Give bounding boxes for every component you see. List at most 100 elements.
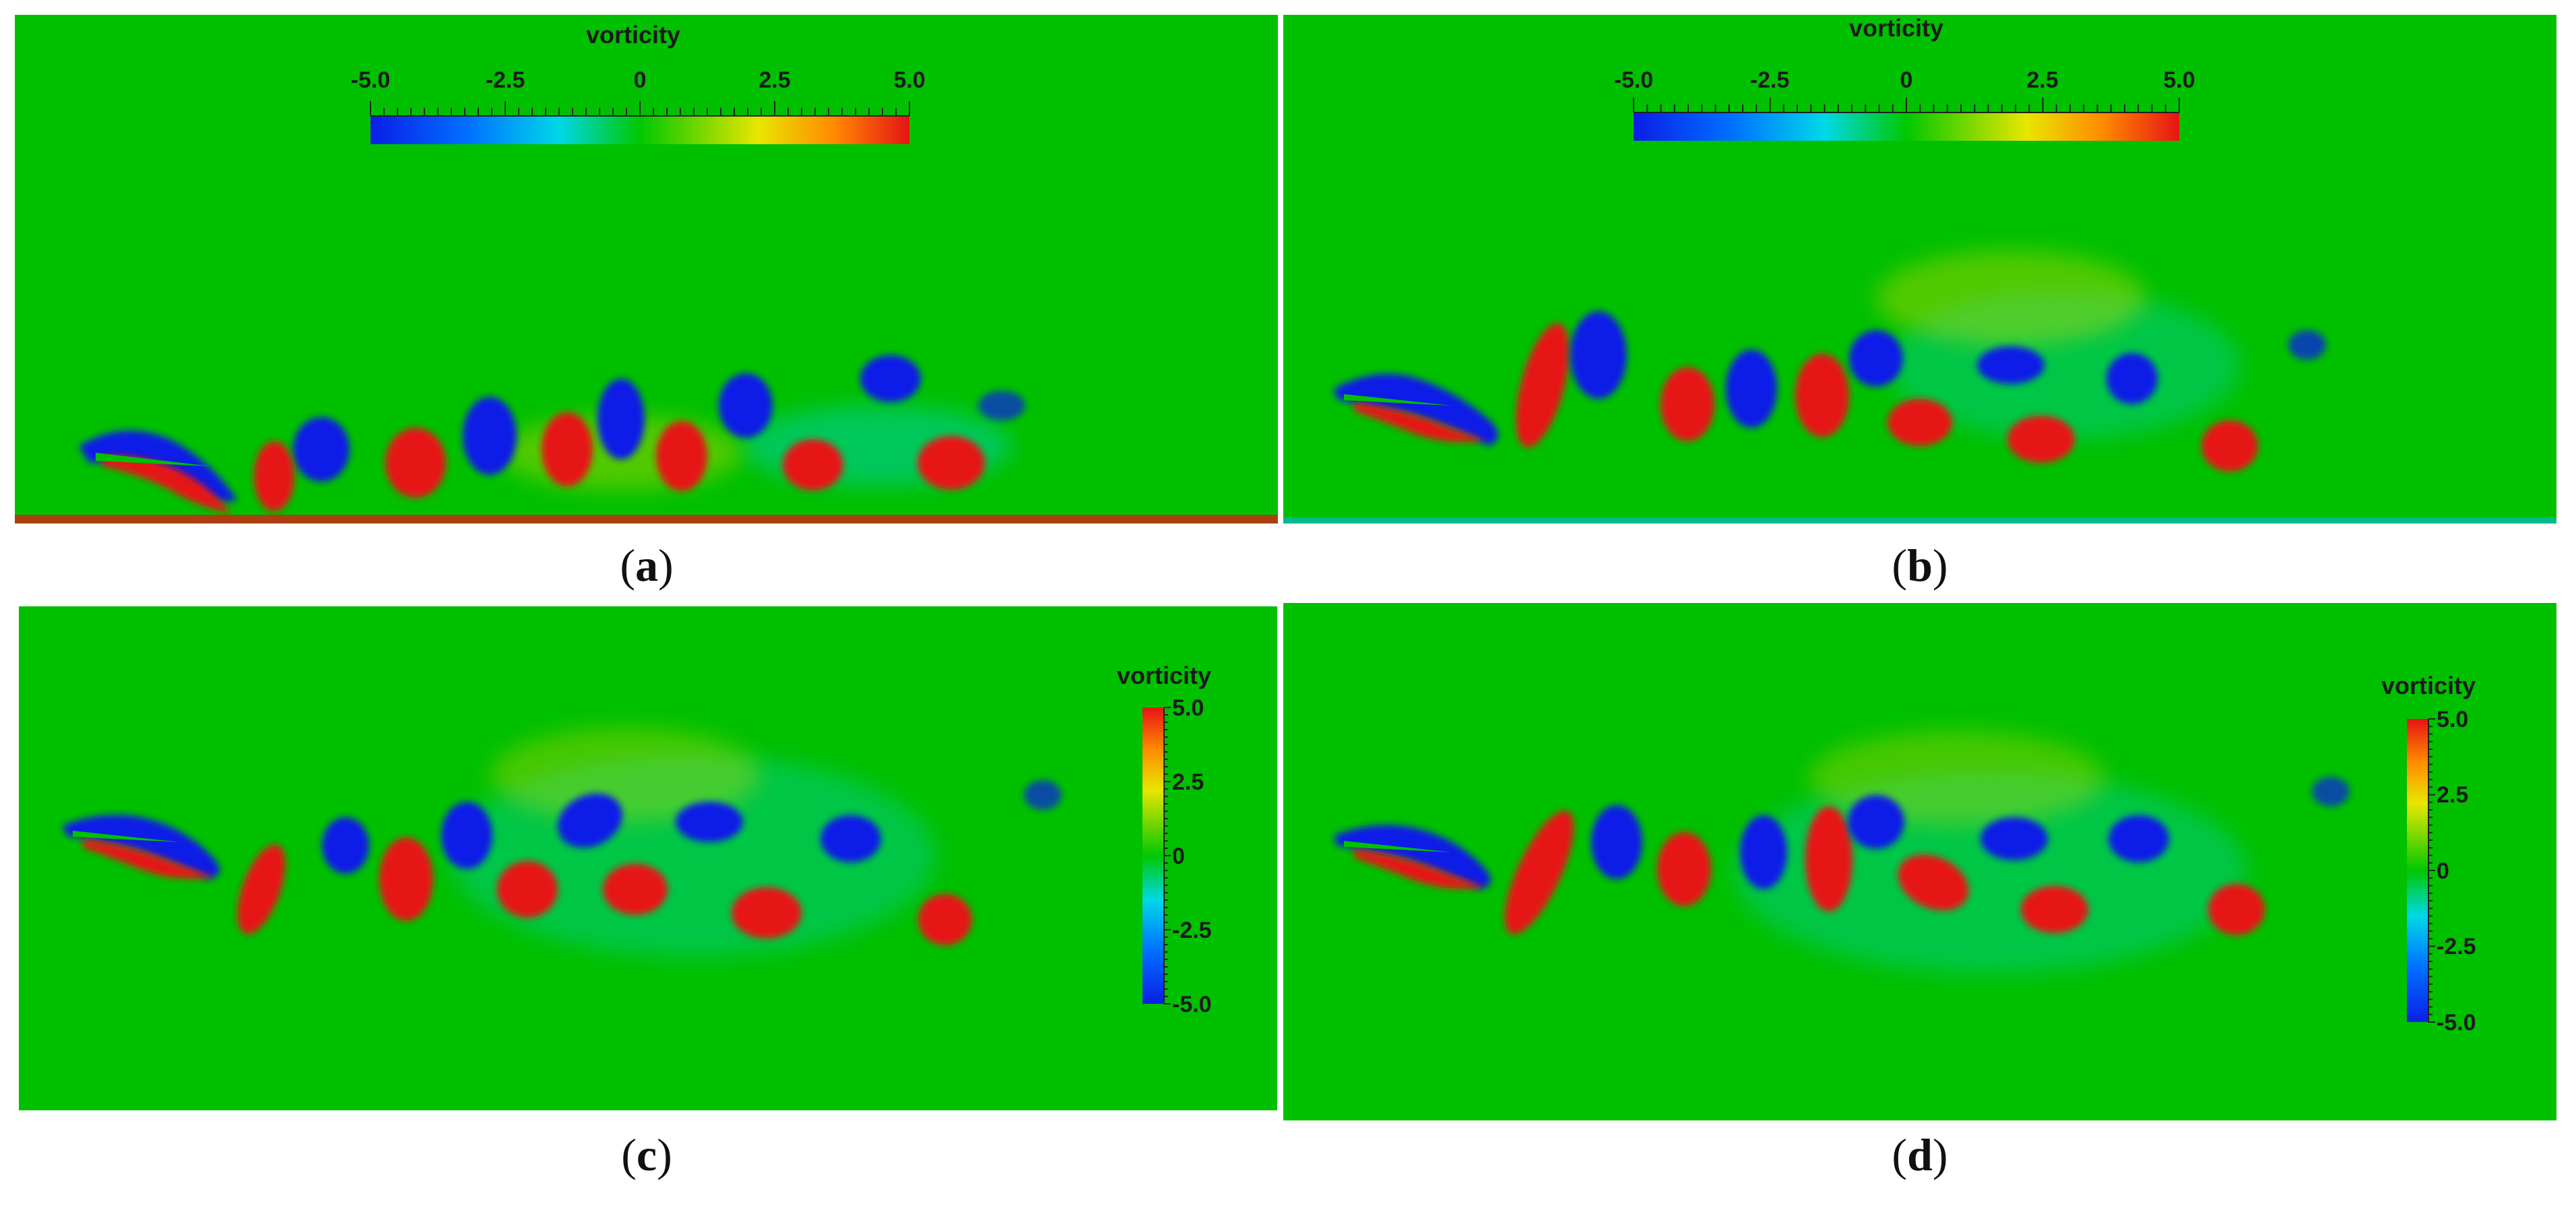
colorbar-title: vorticity xyxy=(1117,662,1211,689)
colorbar-title: vorticity xyxy=(2381,672,2476,699)
foil-shear-layer xyxy=(1354,402,1485,443)
caption-b: (b) xyxy=(1892,540,1948,591)
colorbar-tick-label: -2.5 xyxy=(1172,918,1212,943)
colorbar-tick-label: -5.0 xyxy=(351,67,391,93)
foil-shear-layer xyxy=(102,455,230,513)
colorbar-gradient xyxy=(371,116,909,144)
foil-body xyxy=(1344,841,1452,852)
colorbar-tick-label: -5.0 xyxy=(1614,67,1654,93)
wake-vortices xyxy=(237,728,1062,957)
flapping-foil xyxy=(63,815,220,879)
vortex-negative xyxy=(719,373,773,438)
caption-d: (d) xyxy=(1892,1129,1948,1180)
vortex-positive xyxy=(385,428,446,498)
foil-shear-layer xyxy=(1354,849,1485,889)
vortex-negative xyxy=(293,417,350,482)
vortex-negative xyxy=(2288,330,2326,360)
vortex-positive xyxy=(783,439,843,490)
vortex-negative xyxy=(1977,346,2044,384)
foil-boundary-layer xyxy=(63,815,220,879)
flapping-foil xyxy=(1334,373,1498,446)
panel-d: vorticity 5.0 2.5 0 -2.5 -5.0 xyxy=(1283,603,2556,1120)
bottom-wall-layer xyxy=(15,515,1278,523)
vortex-negative xyxy=(1726,350,1777,428)
colorbar-tick-labels: 5.0 2.5 0 -2.5 -5.0 xyxy=(1172,695,1212,1017)
vortex-positive xyxy=(917,436,985,490)
vorticity-field-a: vorticity -5.0 -2.5 0 2.5 5.0 xyxy=(15,15,1278,523)
vortex-positive xyxy=(2021,886,2088,933)
wake-halo xyxy=(1876,251,2146,345)
foil-body xyxy=(73,831,181,842)
vortex-negative xyxy=(1848,795,1904,849)
colorbar-d: vorticity 5.0 2.5 0 -2.5 -5.0 xyxy=(2381,672,2476,1036)
colorbar-tick-label: 5.0 xyxy=(2437,707,2468,732)
vortex-negative xyxy=(598,379,645,459)
vortex-positive xyxy=(237,844,286,934)
vortex-negative xyxy=(2108,815,2169,862)
vortex-positive xyxy=(1888,399,1952,446)
vortex-positive xyxy=(1661,367,1714,441)
vortex-negative xyxy=(820,815,881,862)
vortex-positive xyxy=(2201,420,2258,472)
vortex-positive xyxy=(603,864,668,915)
vortex-positive xyxy=(1657,832,1711,906)
vortex-positive xyxy=(254,441,294,511)
vortex-negative xyxy=(978,391,1025,420)
colorbar-tick-label: 2.5 xyxy=(2437,782,2468,808)
colorbar-tick-label: 5.0 xyxy=(1172,695,1204,721)
vortex-positive xyxy=(732,887,802,939)
vortex-positive xyxy=(379,837,433,921)
foil-body xyxy=(1344,394,1452,406)
colorbar-tick-label: -2.5 xyxy=(486,67,525,93)
vortex-positive xyxy=(497,861,558,918)
colorbar-tick-label: -2.5 xyxy=(2437,934,2476,959)
vorticity-field-c: vorticity 5.0 2.5 0 -2.5 -5.0 xyxy=(19,606,1277,1110)
vortex-negative xyxy=(322,817,369,874)
colorbar-minor-ticks xyxy=(370,101,910,116)
wake-vortices xyxy=(1516,251,2326,472)
foil-boundary-layer xyxy=(1334,373,1498,446)
wake-vortices xyxy=(254,355,1025,511)
vortex-positive xyxy=(1805,806,1853,912)
caption-c: (c) xyxy=(621,1129,672,1180)
colorbar-title: vorticity xyxy=(586,21,680,49)
panel-c: vorticity 5.0 2.5 0 -2.5 -5.0 xyxy=(19,606,1277,1110)
vortex-negative xyxy=(1740,815,1787,889)
colorbar-tick-label: -2.5 xyxy=(1750,67,1790,93)
vortex-negative xyxy=(1570,311,1627,399)
panel-b: vorticity -5.0 -2.5 0 2.5 5.0 xyxy=(1283,15,2556,523)
vortex-positive xyxy=(1795,354,1849,437)
vorticity-field-b: vorticity -5.0 -2.5 0 2.5 5.0 xyxy=(1283,15,2556,523)
colorbar-title: vorticity xyxy=(1849,15,1943,42)
colorbar-tick-label: 0 xyxy=(1900,67,1913,93)
vortex-negative xyxy=(2312,777,2350,806)
wake-vortices xyxy=(1504,731,2350,974)
colorbar-tick-label: 5.0 xyxy=(893,67,925,93)
vortex-positive xyxy=(1516,323,1570,448)
vortex-positive xyxy=(1898,854,1969,911)
vortex-negative xyxy=(2106,353,2158,404)
vortex-positive xyxy=(2208,884,2265,935)
colorbar-tick-labels: -5.0 -2.5 0 2.5 5.0 xyxy=(351,67,926,93)
vortex-negative xyxy=(557,793,623,848)
colorbar-tick-label: -5.0 xyxy=(2437,1010,2476,1036)
vorticity-field-d: vorticity 5.0 2.5 0 -2.5 -5.0 xyxy=(1283,603,2556,1120)
vortex-positive xyxy=(542,412,593,486)
colorbar-gradient xyxy=(1634,113,2179,141)
flapping-foil xyxy=(79,431,237,513)
vortex-negative xyxy=(441,802,492,869)
vortex-negative xyxy=(463,397,517,475)
colorbar-tick-labels: -5.0 -2.5 0 2.5 5.0 xyxy=(1614,67,2195,93)
colorbar-minor-ticks xyxy=(2428,718,2435,1023)
colorbar-gradient xyxy=(2407,719,2428,1022)
vortex-positive xyxy=(918,894,972,945)
foil-body xyxy=(96,453,210,466)
colorbar-tick-label: 2.5 xyxy=(759,67,790,93)
vortex-negative xyxy=(1849,330,1903,387)
vortex-negative xyxy=(676,802,743,842)
colorbar-tick-label: 0 xyxy=(634,67,647,93)
colorbar-tick-label: 0 xyxy=(1172,844,1185,869)
bottom-wall-layer xyxy=(1283,517,2556,523)
foil-shear-layer xyxy=(83,839,214,879)
colorbar-tick-label: 2.5 xyxy=(2026,67,2058,93)
